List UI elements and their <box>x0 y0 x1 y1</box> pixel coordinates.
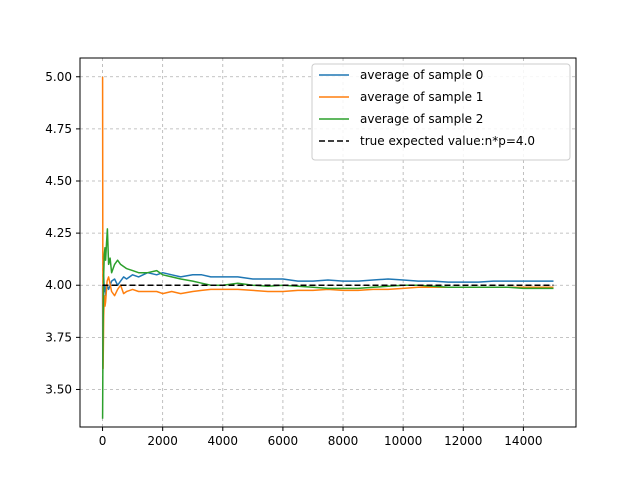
y-tick-label: 5.00 <box>45 70 72 84</box>
series-line-1 <box>101 76 554 370</box>
legend-label-0: average of sample 0 <box>360 68 483 82</box>
series-layer <box>101 76 554 419</box>
x-tick-label: 0 <box>99 434 107 448</box>
legend-label-3: true expected value:n*p=4.0 <box>360 134 535 148</box>
legend: average of sample 0 average of sample 1 av… <box>311 63 571 161</box>
y-tick-label: 3.50 <box>45 382 72 396</box>
y-tick-label: 4.00 <box>45 278 72 292</box>
x-tick-label: 6000 <box>268 434 299 448</box>
legend-label-2: average of sample 2 <box>360 112 483 126</box>
series-line-2 <box>101 228 554 419</box>
y-axis: 3.50 3.75 4.00 4.25 4.50 4.75 5.00 <box>45 70 80 396</box>
x-tick-label: 12000 <box>444 434 482 448</box>
legend-box <box>311 63 571 161</box>
x-tick-label: 8000 <box>328 434 359 448</box>
y-tick-label: 4.50 <box>45 174 72 188</box>
x-tick-label: 2000 <box>147 434 178 448</box>
x-tick-label: 4000 <box>208 434 239 448</box>
legend-label-1: average of sample 1 <box>360 90 483 104</box>
x-axis: 0 2000 4000 6000 8000 10000 12000 14000 <box>99 427 542 448</box>
series-line-0 <box>101 271 554 370</box>
y-tick-label: 4.25 <box>45 226 72 240</box>
plot-frame <box>79 57 577 428</box>
y-tick-label: 4.75 <box>45 122 72 136</box>
x-tick-label: 10000 <box>384 434 422 448</box>
y-tick-label: 3.75 <box>45 330 72 344</box>
x-tick-label: 14000 <box>504 434 542 448</box>
